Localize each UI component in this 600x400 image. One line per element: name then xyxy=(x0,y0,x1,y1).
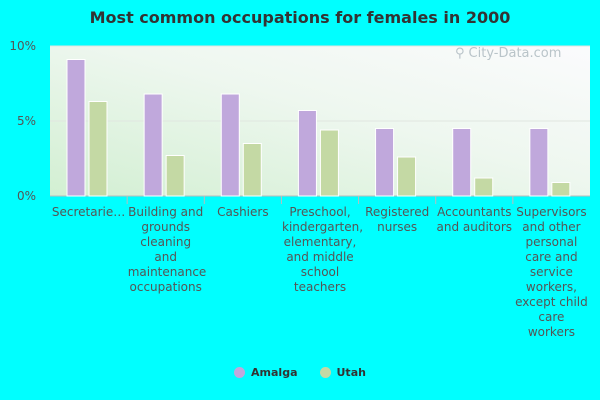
bar-utah-5[interactable] xyxy=(474,177,494,197)
bar-utah-0[interactable] xyxy=(88,101,108,197)
bar-utah-6[interactable] xyxy=(551,182,571,197)
legend-item-utah: Utah xyxy=(319,366,366,379)
bar-amalga-6[interactable] xyxy=(529,128,549,197)
watermark-icon: ⚲ xyxy=(455,46,465,61)
chart-title: Most common occupations for females in 2… xyxy=(89,8,511,27)
bar-amalga-3[interactable] xyxy=(297,110,317,197)
bar-amalga-1[interactable] xyxy=(143,93,163,197)
xtick-label-5: Accountants and auditors xyxy=(436,205,513,234)
legend-item-amalga: Amalga xyxy=(234,366,298,379)
watermark-text: City-Data.com xyxy=(468,46,562,61)
bar-amalga-4[interactable] xyxy=(375,128,395,197)
xtick-label-2: Cashiers xyxy=(217,205,269,219)
bar-utah-4[interactable] xyxy=(397,156,417,197)
xtick-label-3: Preschool, kindergarten, elementary, and… xyxy=(282,205,364,294)
legend-swatch-amalga xyxy=(234,367,246,378)
ytick-label-0: 0% xyxy=(17,189,36,203)
bar-amalga-5[interactable] xyxy=(452,128,472,197)
legend-label-utah: Utah xyxy=(336,366,366,379)
legend-swatch-utah xyxy=(319,367,331,378)
legend-label-amalga: Amalga xyxy=(251,366,298,379)
bar-amalga-0[interactable] xyxy=(66,59,86,197)
xtick-label-4: Registered nurses xyxy=(365,205,430,234)
ytick-label-1: 5% xyxy=(17,114,36,128)
bar-utah-2[interactable] xyxy=(242,143,262,197)
watermark: ⚲ City-Data.com xyxy=(455,46,561,61)
legend: Amalga Utah xyxy=(0,366,600,379)
ytick-label-2: 10% xyxy=(9,39,36,53)
xtick-label-1: Building and grounds cleaning and mainte… xyxy=(127,205,207,294)
xtick-label-0: Secretarie… xyxy=(51,205,126,219)
bar-utah-1[interactable] xyxy=(165,155,185,197)
bar-amalga-2[interactable] xyxy=(220,93,240,197)
bar-utah-3[interactable] xyxy=(319,129,339,197)
xtick-label-6: Supervisors and other personal care and … xyxy=(515,205,588,339)
